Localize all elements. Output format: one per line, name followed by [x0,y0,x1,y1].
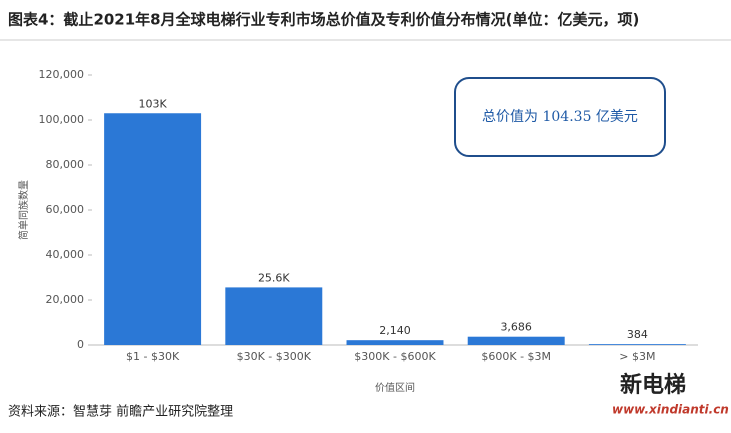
bar [225,287,323,345]
x-tick-label: $30K - $300K [237,350,312,363]
y-tick-label: 120,000 [39,68,85,81]
bar [346,340,444,345]
value-label: 2,140 [379,324,411,337]
value-label: 384 [627,328,648,341]
y-tick-label: 0 [77,338,84,351]
y-tick-label: 100,000 [39,113,85,126]
value-label: 3,686 [500,321,532,334]
logo: 新电梯 [620,372,686,398]
annotation: 总价值为 104.35 亿美元 [482,109,638,125]
x-tick-label: > $3M [619,350,655,363]
value-label: 25.6K [258,271,290,284]
y-tick-label: 40,000 [46,248,85,261]
bar [467,336,565,345]
bar [588,344,686,345]
chart-title: 图表4：截止2021年8月全球电梯行业专利市场总价值及专利价值分布情况(单位：亿… [8,11,639,29]
value-label: 103K [138,97,167,110]
annotation-box [454,77,666,157]
y-axis-label: 简单同族数量 [17,180,30,240]
x-tick-label: $300K - $600K [354,350,436,363]
bar [104,113,202,345]
logo-url: www.xindianti.cn [612,403,729,417]
x-axis-label: 价值区间 [375,381,415,394]
source: 资料来源：智慧芽 前瞻产业研究院整理 [8,404,233,420]
y-tick-label: 60,000 [46,203,85,216]
x-tick-label: $600K - $3M [481,350,551,363]
y-tick-label: 20,000 [46,293,85,306]
x-tick-label: $1 - $30K [126,350,180,363]
y-tick-label: 80,000 [46,158,85,171]
